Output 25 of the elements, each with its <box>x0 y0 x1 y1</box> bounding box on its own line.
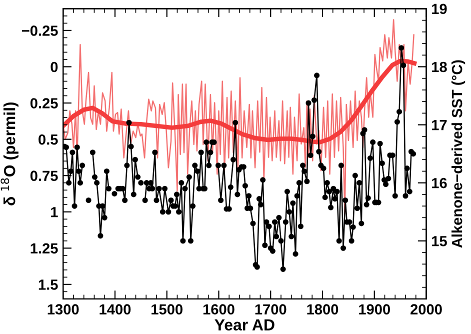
y-tick-label: 1 <box>51 207 58 218</box>
y2-tick-label: 17 <box>432 120 447 130</box>
x-tick-label: 1500 <box>152 304 182 315</box>
y-tick-label: 0.75 <box>30 170 58 182</box>
y-axis-title: δ $^{18}$O (permil) <box>0 102 18 206</box>
y2-tick-label: 16 <box>432 178 447 188</box>
y-tick-label: 1.25 <box>30 243 58 254</box>
x-tick-label: 1300 <box>48 304 79 315</box>
y-tick-label: −0.25 <box>22 26 58 36</box>
y-tick-label: 0 <box>50 62 58 72</box>
x-tick-label: 2000 <box>410 304 442 315</box>
x-axis-title: Year AD <box>214 319 274 331</box>
x-tick-label: 1400 <box>100 304 131 315</box>
x-tick-label: 1700 <box>255 304 286 315</box>
y-tick-label: 0.5 <box>38 134 58 145</box>
line-series <box>63 58 417 144</box>
y2-tick-label: 15 <box>432 236 447 246</box>
y2-tick-label: 18 <box>432 62 447 72</box>
x-tick-label: 1600 <box>203 304 234 315</box>
y-tick-label: 0.25 <box>30 98 58 108</box>
x-tick-label: 1900 <box>359 304 390 315</box>
y2-tick-label: 19 <box>432 4 447 14</box>
y2-axis-title: Alkenone−derived SST (°C) <box>452 60 466 248</box>
x-tick-label: 1800 <box>307 304 338 315</box>
y-tick-label: 1.5 <box>38 280 58 290</box>
